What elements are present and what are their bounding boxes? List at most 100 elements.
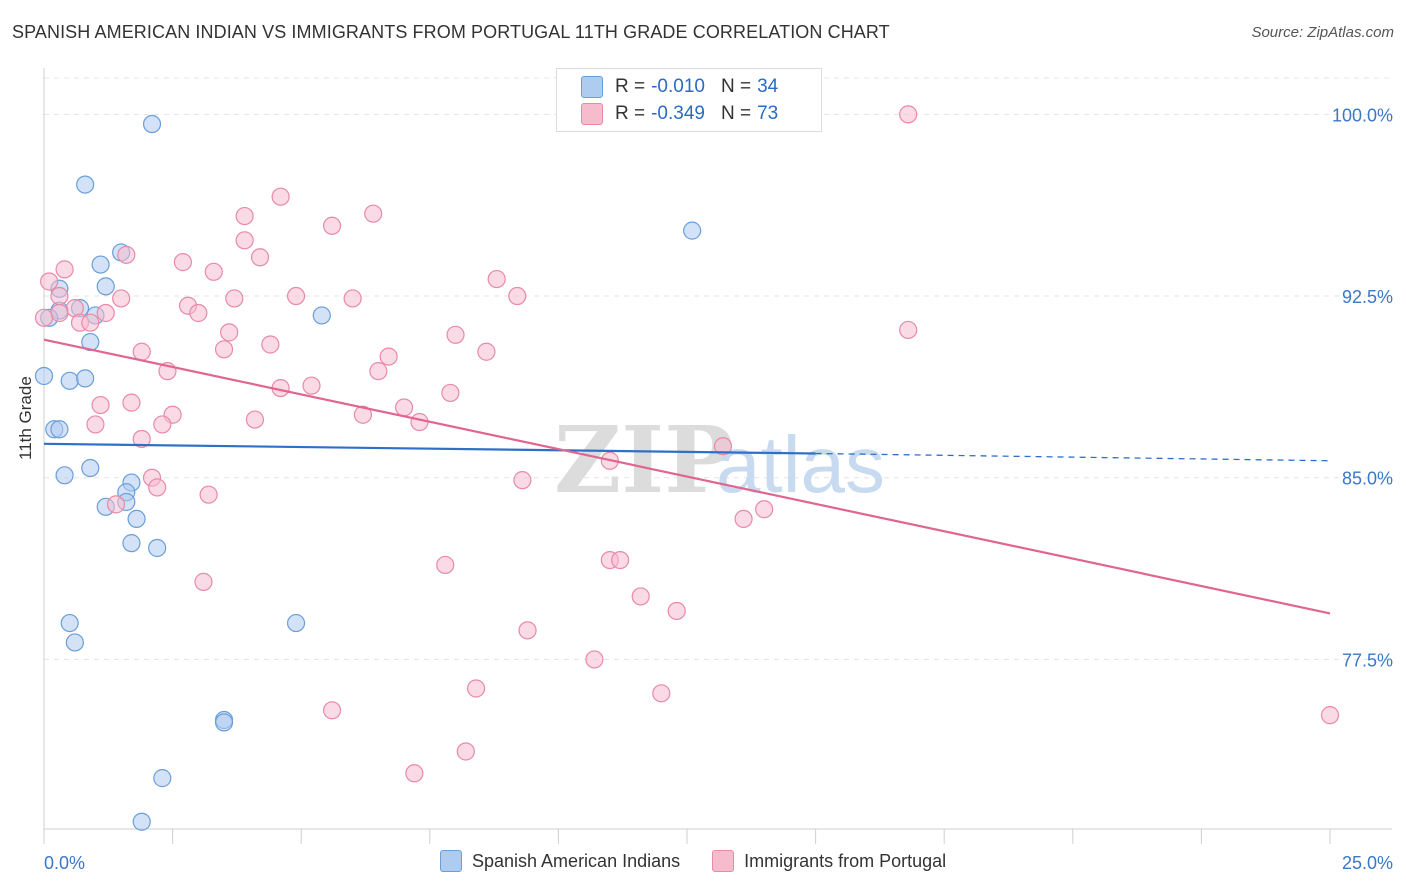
data-points — [34, 105, 1340, 831]
r-value-pink: -0.349 — [651, 103, 705, 124]
n-label: N = — [720, 76, 752, 97]
point-immigrants-from-portugal — [204, 262, 223, 281]
point-immigrants-from-portugal — [1320, 706, 1340, 725]
r-label: R = — [615, 103, 646, 124]
n-label: N = — [720, 103, 752, 124]
x-tick-label: 25.0% — [1342, 853, 1393, 873]
point-immigrants-from-portugal — [112, 289, 131, 308]
y-tick-label: 77.5% — [1342, 650, 1393, 670]
point-immigrants-from-portugal — [353, 405, 373, 424]
point-spanish-american-indians — [60, 371, 79, 390]
y-tick-label: 100.0% — [1332, 105, 1393, 125]
point-immigrants-from-portugal — [899, 105, 918, 124]
point-spanish-american-indians — [127, 509, 146, 529]
stats-row-blue: R = -0.010 N = 34 — [581, 73, 778, 101]
blue-swatch — [440, 850, 462, 872]
point-immigrants-from-portugal — [394, 398, 414, 417]
point-immigrants-from-portugal — [225, 289, 244, 308]
point-immigrants-from-portugal — [585, 650, 604, 669]
point-spanish-american-indians — [91, 255, 110, 274]
blue-swatch — [581, 76, 603, 98]
x-tick-label: 0.0% — [44, 853, 85, 873]
point-immigrants-from-portugal — [250, 248, 270, 267]
point-spanish-american-indians — [81, 458, 100, 478]
point-spanish-american-indians — [286, 613, 306, 633]
point-immigrants-from-portugal — [81, 313, 100, 332]
point-immigrants-from-portugal — [199, 485, 218, 504]
trend-line-immigrants-from-portugal — [43, 338, 1331, 615]
watermark-zip: ZIP — [554, 406, 733, 514]
axes — [43, 68, 1392, 844]
trend-line-spanish-american-indians-dashed — [815, 452, 1331, 462]
point-immigrants-from-portugal — [302, 376, 321, 395]
point-immigrants-from-portugal — [106, 495, 126, 514]
point-spanish-american-indians — [132, 812, 151, 831]
point-immigrants-from-portugal — [364, 204, 383, 223]
source-label: Source: ZipAtlas.com — [1251, 24, 1394, 41]
point-immigrants-from-portugal — [173, 253, 192, 272]
point-immigrants-from-portugal — [405, 764, 424, 783]
point-immigrants-from-portugal — [899, 320, 918, 340]
point-immigrants-from-portugal — [713, 437, 733, 456]
point-immigrants-from-portugal — [214, 340, 234, 359]
point-spanish-american-indians — [76, 369, 95, 388]
tick-labels: 100.0% 92.5% 85.0% 77.5% 0.0% 25.0% — [44, 105, 1393, 873]
point-immigrants-from-portugal — [652, 684, 671, 703]
point-spanish-american-indians — [65, 633, 84, 652]
point-immigrants-from-portugal — [513, 471, 532, 490]
point-immigrants-from-portugal — [40, 272, 59, 291]
y-tick-label: 85.0% — [1342, 469, 1393, 489]
series-legend: Spanish American Indians Immigrants from… — [440, 850, 978, 872]
point-spanish-american-indians — [55, 466, 74, 485]
point-immigrants-from-portugal — [194, 572, 213, 591]
point-spanish-american-indians — [153, 769, 172, 788]
legend-item-immigrants-from-portugal[interactable]: Immigrants from Portugal — [712, 850, 946, 872]
point-immigrants-from-portugal — [189, 303, 208, 323]
point-immigrants-from-portugal — [245, 410, 265, 429]
point-immigrants-from-portugal — [446, 325, 465, 344]
gridlines — [44, 77, 1392, 660]
point-immigrants-from-portugal — [261, 335, 280, 354]
point-immigrants-from-portugal — [441, 383, 460, 403]
watermark: ZIP atlas — [554, 406, 885, 514]
pink-swatch — [712, 850, 735, 872]
trend-lines — [43, 338, 1331, 615]
point-immigrants-from-portugal — [153, 415, 172, 434]
point-immigrants-from-portugal — [456, 742, 475, 761]
point-immigrants-from-portugal — [322, 701, 342, 720]
point-immigrants-from-portugal — [55, 260, 74, 279]
point-spanish-american-indians — [50, 420, 69, 439]
legend-item-spanish-american-indians[interactable]: Spanish American Indians — [440, 850, 680, 872]
trend-line-spanish-american-indians — [43, 442, 816, 455]
point-immigrants-from-portugal — [235, 231, 254, 250]
point-immigrants-from-portugal — [50, 286, 69, 306]
point-immigrants-from-portugal — [122, 393, 141, 412]
stats-legend: R = -0.010 N = 34 R = -0.349 N = 73 — [556, 68, 822, 132]
point-immigrants-from-portugal — [667, 601, 686, 621]
point-spanish-american-indians — [96, 277, 115, 296]
point-immigrants-from-portugal — [755, 500, 774, 519]
point-spanish-american-indians — [683, 221, 702, 240]
r-value-blue: -0.010 — [651, 76, 705, 97]
point-immigrants-from-portugal — [148, 478, 167, 497]
n-value-blue: 34 — [757, 76, 779, 97]
pink-swatch — [581, 103, 603, 125]
point-immigrants-from-portugal — [379, 347, 398, 366]
point-spanish-american-indians — [60, 613, 79, 633]
point-immigrants-from-portugal — [86, 415, 105, 434]
point-immigrants-from-portugal — [220, 323, 239, 342]
point-immigrants-from-portugal — [322, 216, 342, 235]
point-immigrants-from-portugal — [487, 269, 506, 289]
point-immigrants-from-portugal — [734, 509, 753, 529]
point-immigrants-from-portugal — [369, 362, 388, 381]
point-spanish-american-indians — [312, 306, 331, 325]
point-immigrants-from-portugal — [410, 412, 429, 432]
point-immigrants-from-portugal — [91, 395, 110, 415]
point-immigrants-from-portugal — [508, 286, 527, 306]
point-immigrants-from-portugal — [518, 621, 537, 640]
point-immigrants-from-portugal — [132, 342, 151, 361]
point-immigrants-from-portugal — [466, 679, 486, 698]
point-immigrants-from-portugal — [436, 555, 455, 575]
point-immigrants-from-portugal — [286, 286, 306, 306]
